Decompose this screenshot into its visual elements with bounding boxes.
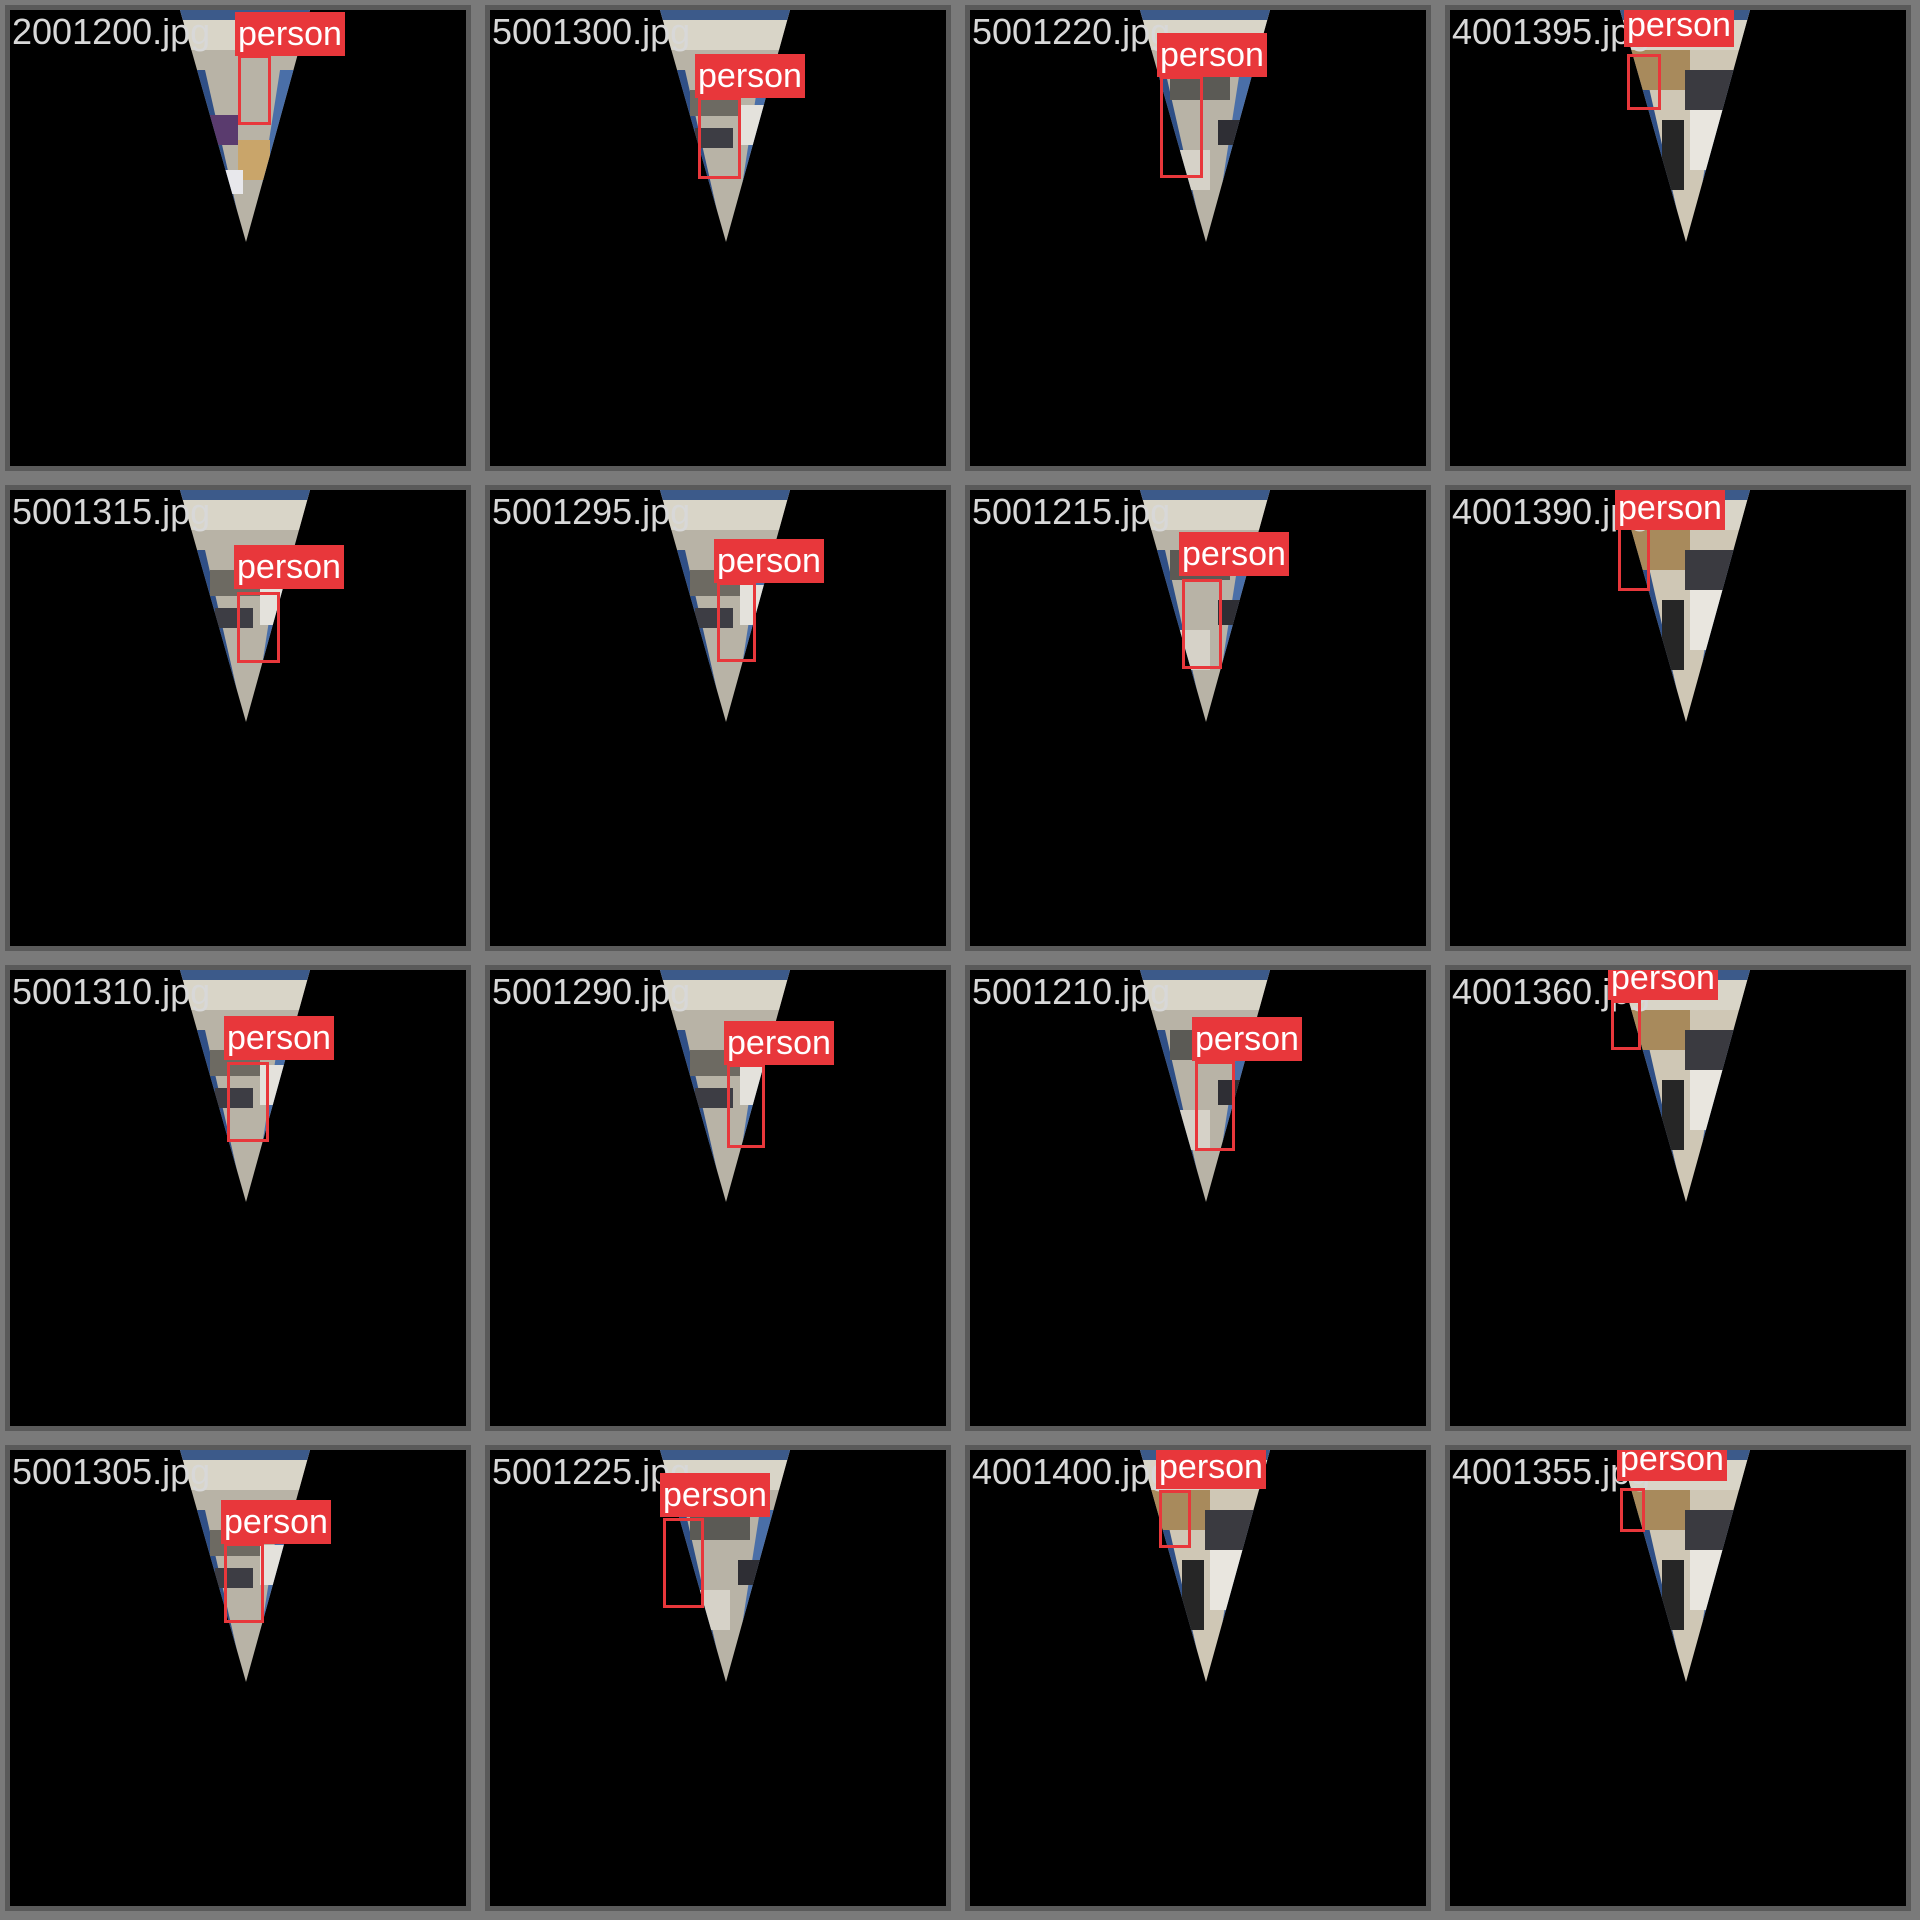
- detection-bounding-box: [698, 97, 741, 179]
- image-filename: 4001395.jpg: [1452, 12, 1650, 52]
- image-tile: 5001310.jpg person: [5, 965, 471, 1431]
- image-tile: 5001300.jpg person: [485, 5, 951, 471]
- detection-bounding-box: [1182, 579, 1222, 669]
- image-filename: 5001310.jpg: [12, 972, 210, 1012]
- image-tile: 5001290.jpg person: [485, 965, 951, 1431]
- image-tile: 5001295.jpg person: [485, 485, 951, 951]
- detection-bounding-box: [224, 1543, 264, 1623]
- detection-bounding-box: [717, 582, 756, 662]
- image-filename: 5001220.jpg: [972, 12, 1170, 52]
- detection-class-label: person: [1157, 33, 1267, 77]
- detection-bounding-box: [727, 1064, 765, 1148]
- detection-class-label: person: [235, 12, 345, 56]
- image-tile: 5001215.jpg person: [965, 485, 1431, 951]
- detection-bounding-box: [1159, 1490, 1191, 1548]
- camera-frame-image: [1450, 1450, 1906, 1906]
- detection-class-label: person: [724, 1021, 834, 1065]
- detection-bounding-box: [237, 592, 280, 663]
- image-filename: 5001305.jpg: [12, 1452, 210, 1492]
- detection-class-label: person: [695, 54, 805, 98]
- detection-class-label: person: [660, 1473, 770, 1517]
- detection-class-label: person: [224, 1016, 334, 1060]
- image-tile: 5001315.jpg person: [5, 485, 471, 951]
- detection-class-label: person: [1617, 1445, 1727, 1481]
- camera-frame-image: [1450, 10, 1906, 466]
- image-filename: 2001200.jpg: [12, 12, 210, 52]
- detection-bounding-box: [663, 1518, 704, 1608]
- detection-bounding-box: [1195, 1061, 1235, 1151]
- image-tile: 4001360.jpg person: [1445, 965, 1911, 1431]
- image-tile: 4001400.jpg person: [965, 1445, 1431, 1911]
- camera-frame-image: [1450, 490, 1906, 946]
- detection-class-label: person: [1192, 1017, 1302, 1061]
- image-tile: 5001220.jpg person: [965, 5, 1431, 471]
- detection-class-label: person: [1615, 486, 1725, 530]
- detection-class-label: person: [1624, 5, 1734, 47]
- image-tile: 4001390.jpg person: [1445, 485, 1911, 951]
- detection-bounding-box: [1160, 76, 1203, 178]
- image-filename: 5001315.jpg: [12, 492, 210, 532]
- detection-bounding-box: [1611, 1000, 1641, 1050]
- detection-bounding-box: [238, 55, 271, 125]
- image-tile: 5001225.jpg person: [485, 1445, 951, 1911]
- image-filename: 5001210.jpg: [972, 972, 1170, 1012]
- image-filename: 5001300.jpg: [492, 12, 690, 52]
- camera-frame-image: [490, 1450, 946, 1906]
- detection-class-label: person: [221, 1500, 331, 1544]
- image-tile: 5001210.jpg person: [965, 965, 1431, 1431]
- detection-class-label: person: [714, 539, 824, 583]
- image-tile: 2001200.jpg person: [5, 5, 471, 471]
- image-filename: 5001215.jpg: [972, 492, 1170, 532]
- image-tile: 4001355.jpg person: [1445, 1445, 1911, 1911]
- image-filename: 5001295.jpg: [492, 492, 690, 532]
- detection-class-label: person: [1156, 1445, 1266, 1489]
- camera-frame-image: [970, 1450, 1426, 1906]
- camera-frame-image: [490, 970, 946, 1426]
- detection-bounding-box: [1627, 54, 1661, 110]
- image-filename: 4001400.jpg: [972, 1452, 1170, 1492]
- detection-bounding-box: [1620, 1488, 1645, 1532]
- detection-class-label: person: [1179, 532, 1289, 576]
- image-filename: 5001290.jpg: [492, 972, 690, 1012]
- detection-class-label: person: [1608, 965, 1718, 1000]
- detection-class-label: person: [234, 545, 344, 589]
- detection-bounding-box: [227, 1062, 269, 1142]
- camera-frame-image: [1450, 970, 1906, 1426]
- image-tile: 5001305.jpg person: [5, 1445, 471, 1911]
- image-tile: 4001395.jpg person: [1445, 5, 1911, 471]
